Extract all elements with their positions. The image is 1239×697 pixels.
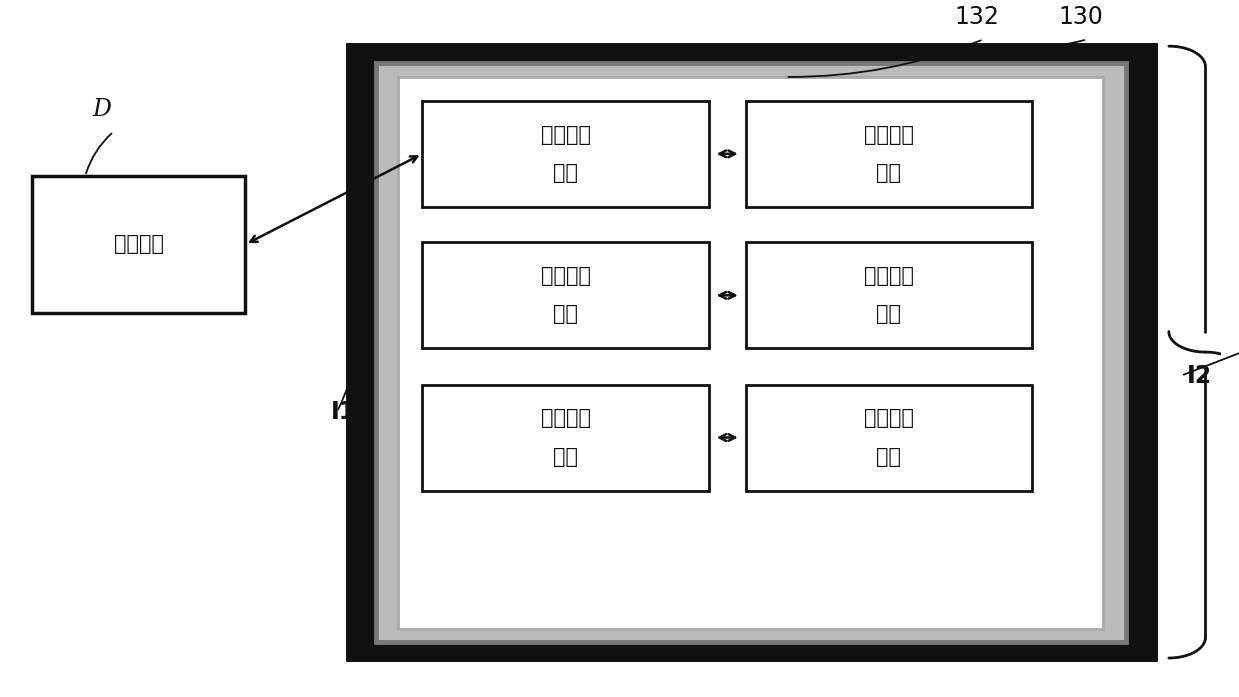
Text: 缺陷修正: 缺陷修正	[864, 125, 914, 145]
Text: 资讯: 资讯	[876, 163, 901, 183]
Text: 缺陷样本: 缺陷样本	[540, 125, 591, 145]
Bar	[422, 243, 709, 348]
Bar	[349, 46, 1155, 658]
Text: I2: I2	[1187, 364, 1212, 388]
Text: I1: I1	[331, 400, 356, 424]
Bar	[746, 101, 1032, 207]
Bar	[422, 101, 709, 207]
Text: 缺陷修正: 缺陷修正	[864, 408, 914, 429]
Text: 130: 130	[1058, 5, 1104, 29]
Bar	[422, 385, 709, 491]
Text: 缺陷样本: 缺陷样本	[540, 408, 591, 429]
Bar	[746, 385, 1032, 491]
Text: 资讯: 资讯	[553, 163, 579, 183]
Text: 缺陷样本: 缺陷样本	[540, 266, 591, 286]
Bar	[32, 176, 245, 313]
Bar	[398, 77, 1103, 629]
Text: 检测资料: 检测资料	[114, 234, 164, 254]
Bar	[375, 63, 1126, 643]
Text: 缺陷修正: 缺陷修正	[864, 266, 914, 286]
Text: 132: 132	[955, 5, 1000, 29]
Text: 资讯: 资讯	[876, 447, 901, 467]
Text: 资讯: 资讯	[876, 305, 901, 325]
Text: D: D	[92, 98, 112, 121]
Text: 资讯: 资讯	[553, 305, 579, 325]
Bar	[746, 243, 1032, 348]
Text: 资讯: 资讯	[553, 447, 579, 467]
